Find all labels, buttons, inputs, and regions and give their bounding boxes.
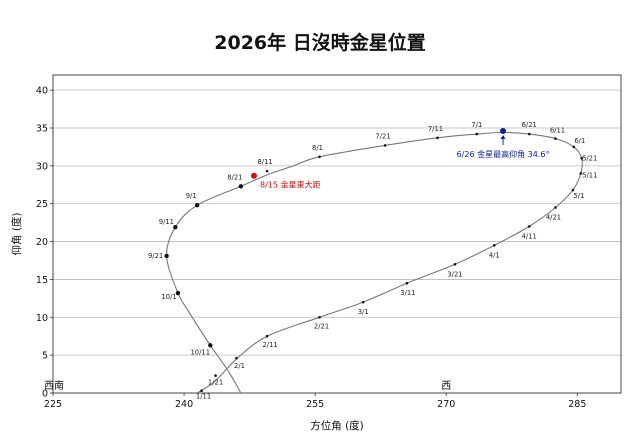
date-marker [318,315,321,319]
date-marker [527,132,531,136]
date-marker [173,224,178,230]
date-label: 5/21 [582,154,597,162]
y-tick-label: 25 [36,199,48,210]
y-tick-label: 10 [36,313,48,324]
date-label: 8/11 [257,158,272,166]
date-marker [572,145,576,149]
date-label: 6/1 [574,137,585,145]
y-axis-label: 仰角 (度) [10,212,23,255]
date-marker [318,155,321,159]
x-tick-label: 270 [437,399,455,410]
date-label: 3/1 [358,308,369,316]
y-tick-label: 20 [36,237,48,248]
date-label: 3/21 [447,270,462,278]
direction-label: 西 [441,381,451,392]
date-label: 5/11 [582,171,597,179]
date-marker [475,132,479,136]
date-label: 3/11 [400,289,415,297]
date-label: 9/11 [159,218,174,226]
plot-frame [52,74,622,394]
x-tick-label: 255 [306,399,324,410]
date-marker [265,169,269,173]
date-marker [238,184,244,189]
date-marker [235,356,238,360]
date-label: 7/21 [375,132,390,140]
date-marker [265,334,269,338]
date-label: 10/11 [190,348,210,356]
date-marker [383,144,387,147]
venus-trajectory-line [166,131,583,394]
date-marker [554,137,557,140]
date-label: 1/21 [208,379,223,387]
date-marker [405,281,409,285]
date-label: 7/11 [428,125,443,133]
date-marker [194,203,200,208]
date-label: 1/11 [196,393,211,401]
date-marker [579,172,583,175]
date-label: 2/11 [262,341,277,349]
date-label: 9/1 [186,192,197,200]
direction-label: 西南 [44,379,64,392]
y-tick-label: 30 [36,161,48,172]
y-tick-label: 5 [42,351,48,362]
date-label: 4/1 [489,251,500,259]
date-label: 2/21 [314,322,329,330]
date-marker [580,156,583,160]
date-marker [527,225,531,228]
date-label: 7/1 [471,121,482,129]
date-marker [164,253,169,259]
y-tick-label: 0 [42,389,48,400]
highlight-marker [500,128,507,135]
highlight-marker [250,172,257,179]
x-tick-label: 285 [568,399,586,410]
x-tick-label: 225 [44,399,62,410]
date-marker [492,244,496,247]
date-label: 8/21 [227,173,242,181]
date-marker [571,188,575,192]
x-tick-label: 240 [175,399,193,410]
date-label: 5/1 [573,192,584,200]
date-label: 6/21 [522,121,537,129]
date-marker [436,136,439,140]
date-label: 2/1 [234,362,245,370]
date-marker [214,374,217,377]
x-axis-label: 方位角 (度) [310,419,364,432]
chart-title: 2026年 日沒時金星位置 [214,32,426,54]
date-marker [200,389,203,393]
highlight-label: 8/15 金星東大距 [260,180,321,190]
date-label: 8/1 [312,144,323,152]
date-label: 6/11 [550,127,565,135]
date-marker [453,262,457,266]
date-marker [361,300,365,304]
date-label: 10/1 [161,293,176,301]
y-tick-label: 35 [36,124,48,135]
date-marker [554,206,557,209]
y-tick-label: 40 [36,86,48,97]
date-label: 4/11 [522,232,537,240]
date-marker [208,343,213,348]
highlight-arrow-head [500,135,506,140]
date-label: 9/21 [148,252,163,260]
highlight-label: 6/26 金星最高仰角 34.6° [457,149,550,159]
date-label: 4/21 [546,214,561,222]
y-tick-label: 15 [36,275,48,286]
date-marker [175,290,181,296]
